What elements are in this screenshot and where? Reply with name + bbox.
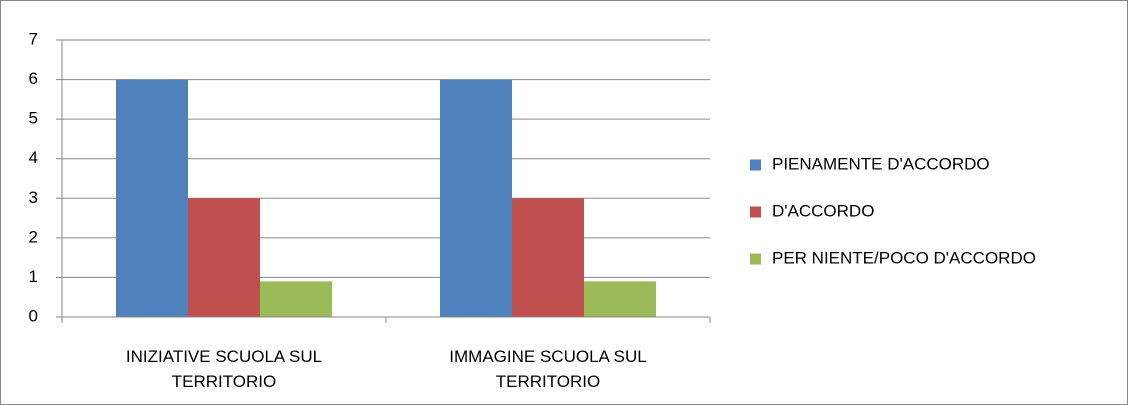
legend-label: PER NIENTE/POCO D'ACCORDO bbox=[772, 248, 1036, 267]
y-tick-label: 2 bbox=[29, 227, 38, 246]
y-tick-label: 4 bbox=[29, 148, 38, 167]
bar bbox=[584, 281, 656, 317]
legend-label: PIENAMENTE D'ACCORDO bbox=[772, 154, 990, 173]
legend-swatch bbox=[750, 253, 761, 265]
y-tick-label: 7 bbox=[29, 29, 38, 48]
bar bbox=[512, 198, 584, 317]
x-tick-label: IMMAGINE SCUOLA SUL TERRITORIO bbox=[449, 347, 647, 391]
y-tick-label: 3 bbox=[29, 188, 38, 207]
y-tick-label: 1 bbox=[29, 267, 38, 286]
y-tick-label: 0 bbox=[29, 306, 38, 325]
y-tick-label: 5 bbox=[29, 109, 38, 128]
legend-swatch bbox=[750, 206, 761, 218]
bar bbox=[116, 79, 188, 317]
y-tick-label: 6 bbox=[29, 69, 38, 88]
bar bbox=[260, 281, 332, 317]
x-tick-label: INIZIATIVE SCUOLA SUL TERRITORIO bbox=[125, 347, 323, 391]
legend-label: D'ACCORDO bbox=[772, 201, 874, 220]
bar bbox=[188, 198, 260, 317]
bar bbox=[440, 79, 512, 317]
legend-swatch bbox=[750, 159, 761, 171]
